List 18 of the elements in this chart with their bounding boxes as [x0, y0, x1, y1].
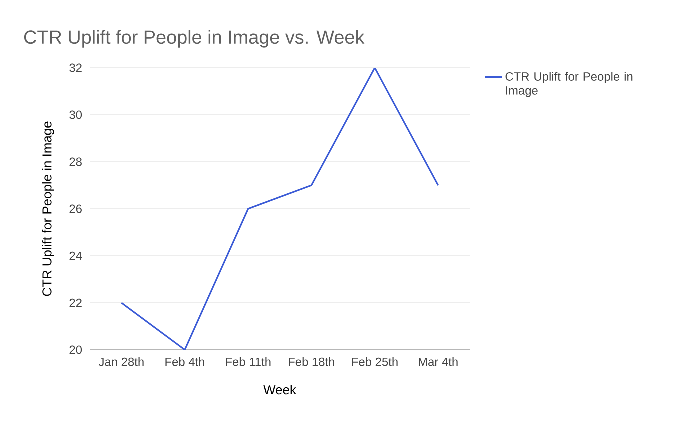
- x-axis-title: Week: [264, 385, 296, 395]
- y-tick-label: 26: [70, 204, 82, 214]
- chart-title: CTR Uplift for People in Image vs. Week: [24, 30, 365, 48]
- y-tick-label: 28: [70, 158, 82, 166]
- y-tick-label: 30: [70, 110, 82, 120]
- x-tick-label: Jan 28th: [98, 358, 144, 366]
- y-tick-label: 24: [70, 252, 82, 260]
- x-tick-label: Feb 18th: [289, 358, 334, 366]
- y-tick-label: 32: [70, 64, 82, 72]
- y-axis-title: CTR Uplift for People in Image: [42, 122, 54, 296]
- legend-label: CTR Uplift for People in Image: [506, 72, 633, 98]
- y-tick-label: 22: [70, 298, 82, 308]
- x-tick-label: Mar 4th: [419, 358, 458, 366]
- line-series: [120, 68, 440, 350]
- x-tick-label: Feb 11th: [226, 358, 271, 366]
- x-tick-label: Feb 25th: [352, 358, 398, 366]
- y-tick-label: 20: [70, 346, 82, 354]
- x-tick-label: Feb 4th: [166, 358, 204, 366]
